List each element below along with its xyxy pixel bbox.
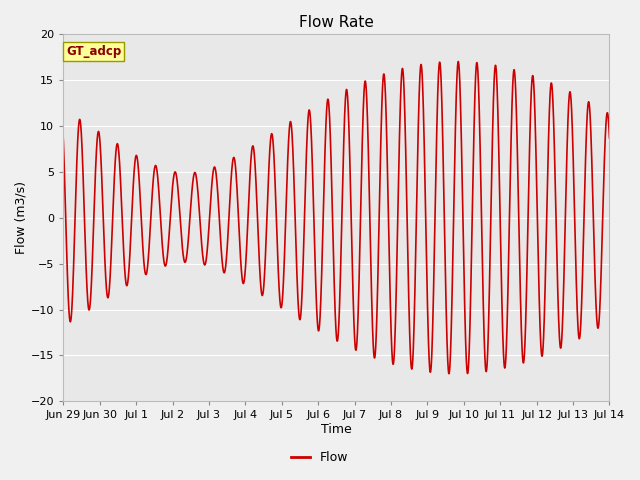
Flow: [122, 277, 129, 283]
Text: GT_adcp: GT_adcp: [66, 45, 122, 58]
Flow: [292, 256, 300, 262]
Flow: [595, 318, 603, 324]
Line: Flow: Flow: [63, 61, 609, 374]
Flow: [60, 137, 67, 143]
Flow: [454, 59, 462, 64]
Title: Flow Rate: Flow Rate: [299, 15, 374, 30]
Y-axis label: Flow (m3/s): Flow (m3/s): [15, 181, 28, 254]
Flow: [154, 178, 162, 183]
X-axis label: Time: Time: [321, 423, 352, 436]
Flow: [269, 136, 276, 142]
Legend: Flow: Flow: [286, 446, 354, 469]
Flow: [605, 135, 613, 141]
Flow: [445, 371, 453, 377]
Flow: [536, 329, 544, 335]
